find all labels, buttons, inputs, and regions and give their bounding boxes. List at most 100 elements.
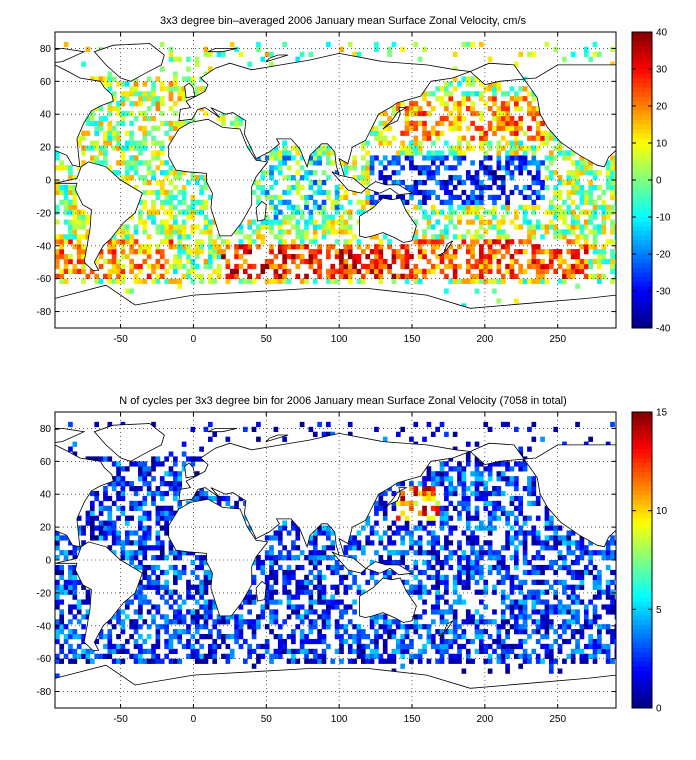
heatmap-cell xyxy=(260,643,266,650)
heatmap-cell xyxy=(151,490,156,497)
heatmap-cell xyxy=(155,638,161,645)
heatmap-cell xyxy=(356,584,362,590)
heatmap-cell xyxy=(404,648,410,655)
heatmap-cell xyxy=(583,619,589,625)
heatmap-cell xyxy=(479,268,484,275)
heatmap-cell xyxy=(374,530,379,536)
heatmap-cell xyxy=(400,500,406,507)
heatmap-cell xyxy=(409,110,414,117)
heatmap-cell xyxy=(59,199,65,205)
heatmap-cell xyxy=(103,160,108,166)
heatmap-cell xyxy=(557,263,563,270)
heatmap-cell xyxy=(72,451,78,457)
heatmap-cell xyxy=(400,535,406,541)
heatmap-cell xyxy=(347,278,353,284)
heatmap-cell xyxy=(234,229,239,235)
heatmap-cell xyxy=(291,224,296,230)
heatmap-cell xyxy=(518,155,524,161)
colorbar-swatch xyxy=(632,587,652,593)
heatmap-cell xyxy=(544,589,550,595)
heatmap-cell xyxy=(457,653,462,659)
heatmap-cell xyxy=(505,663,510,669)
heatmap-cell xyxy=(242,268,248,275)
y-tick-label: 60 xyxy=(40,77,52,88)
heatmap-cell xyxy=(417,150,423,156)
heatmap-cell xyxy=(535,653,541,659)
heatmap-cell xyxy=(527,51,532,57)
heatmap-cell xyxy=(566,150,572,156)
heatmap-cell xyxy=(496,569,502,576)
heatmap-cell xyxy=(369,574,375,581)
heatmap-cell xyxy=(334,229,340,235)
heatmap-cell xyxy=(317,560,322,566)
heatmap-cell xyxy=(194,589,200,595)
heatmap-cell xyxy=(535,564,541,571)
heatmap-cell xyxy=(63,278,69,284)
heatmap-cell xyxy=(111,130,117,136)
heatmap-cell xyxy=(461,199,467,205)
heatmap-cell xyxy=(492,584,497,590)
heatmap-cell xyxy=(168,263,174,270)
heatmap-cell xyxy=(509,614,515,620)
heatmap-cell xyxy=(55,569,60,576)
heatmap-cell xyxy=(94,125,100,131)
heatmap-cell xyxy=(203,229,209,235)
colorbar-swatch xyxy=(632,170,652,176)
heatmap-cell xyxy=(439,96,445,102)
heatmap-cell xyxy=(448,145,454,151)
heatmap-cell xyxy=(496,110,502,117)
heatmap-cell xyxy=(159,86,165,92)
heatmap-cell xyxy=(89,145,95,151)
heatmap-cell xyxy=(326,619,331,625)
heatmap-cell xyxy=(199,614,204,620)
heatmap-cell xyxy=(124,288,130,294)
heatmap-cell xyxy=(203,175,209,181)
heatmap-cell xyxy=(225,658,231,664)
heatmap-cell xyxy=(566,189,572,196)
heatmap-cell xyxy=(444,599,449,605)
heatmap-cell xyxy=(553,194,559,201)
heatmap-cell xyxy=(522,214,528,220)
heatmap-cell xyxy=(199,239,204,245)
heatmap-cell xyxy=(514,96,519,102)
heatmap-cell xyxy=(500,599,506,605)
heatmap-cell xyxy=(570,263,576,270)
heatmap-cell xyxy=(138,604,143,610)
heatmap-cell xyxy=(203,426,209,433)
heatmap-cell xyxy=(566,194,572,201)
heatmap-cell xyxy=(304,204,309,210)
y-tick-label: 20 xyxy=(40,523,52,534)
heatmap-cell xyxy=(369,658,375,664)
heatmap-cell xyxy=(173,456,178,462)
heatmap-cell xyxy=(164,569,169,576)
heatmap-cell xyxy=(535,540,541,546)
heatmap-cell xyxy=(146,471,152,477)
heatmap-cell xyxy=(553,249,559,255)
heatmap-cell xyxy=(610,61,615,67)
heatmap-cell xyxy=(151,579,156,585)
heatmap-cell xyxy=(465,451,471,457)
colorbar-swatch xyxy=(632,430,652,436)
heatmap-cell xyxy=(68,184,73,191)
heatmap-cell xyxy=(426,258,432,265)
heatmap-cell xyxy=(85,589,91,595)
heatmap-cell xyxy=(457,81,462,87)
heatmap-cell xyxy=(527,560,532,566)
heatmap-cell xyxy=(103,130,108,136)
heatmap-cell xyxy=(164,199,169,205)
heatmap-cell xyxy=(461,180,467,186)
heatmap-cell xyxy=(570,268,576,275)
heatmap-cell xyxy=(579,160,585,166)
heatmap-cell xyxy=(107,120,113,127)
heatmap-cell xyxy=(391,490,397,497)
heatmap-cell xyxy=(155,589,161,595)
colorbar-swatch xyxy=(632,110,652,116)
heatmap-cell xyxy=(155,530,161,536)
heatmap-cell xyxy=(94,76,100,82)
heatmap-cell xyxy=(535,589,541,595)
heatmap-cell xyxy=(570,254,576,260)
heatmap-cell xyxy=(487,56,493,62)
heatmap-cell xyxy=(269,594,274,600)
heatmap-cell xyxy=(583,160,589,166)
heatmap-cell xyxy=(365,189,371,196)
